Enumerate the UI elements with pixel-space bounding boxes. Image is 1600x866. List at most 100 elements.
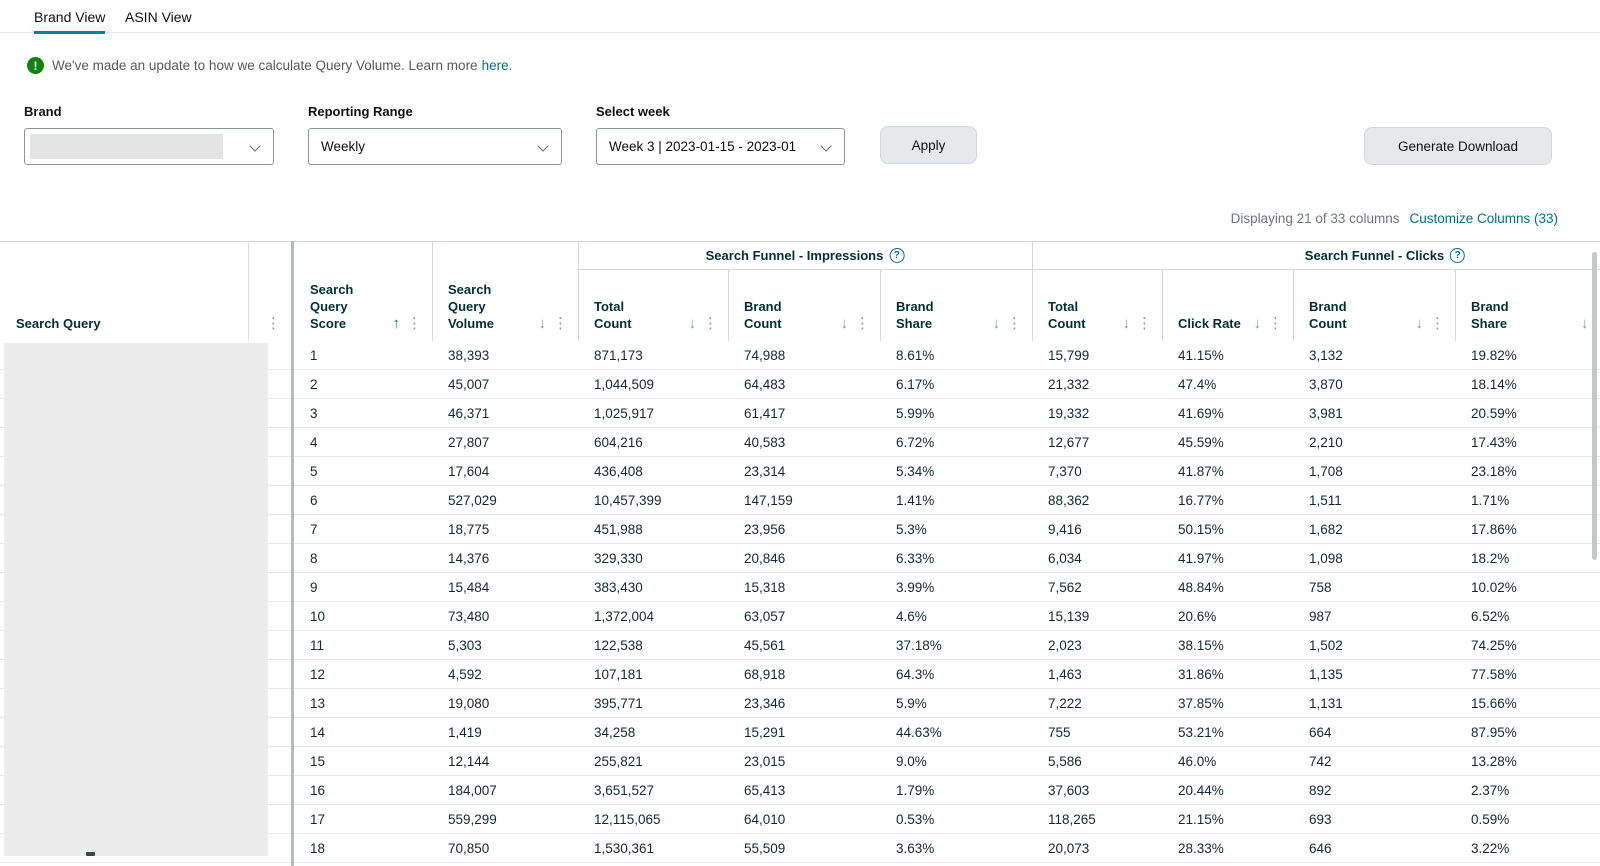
cell-impressions-brand-count: 45,561 [744,637,786,653]
cell-clicks-total-count: 9,416 [1048,521,1082,537]
cell-impressions-brand-count: 23,346 [744,695,786,711]
search-query-table: Search Funnel - Impressions? Search Funne… [0,241,1600,866]
cell-impressions-total-count: 383,430 [594,579,643,595]
cell-clicks-click-rate: 41.97% [1178,550,1224,566]
cell-search-query-volume: 4,592 [448,666,482,682]
cell-clicks-brand-count: 2,210 [1309,434,1343,450]
column-menu-kebab-icon[interactable]: ⋮ [1007,315,1022,332]
sort-descending-icon[interactable]: ↓ [840,315,849,332]
apply-button[interactable]: Apply [880,126,977,164]
sort-descending-icon[interactable]: ↓ [538,315,547,332]
column-header-impressions-brand-count[interactable]: Brand Count ↓ ⋮ [728,269,880,341]
reporting-range-select[interactable]: Weekly [308,128,562,165]
customize-columns-link[interactable]: Customize Columns (33) [1409,211,1558,226]
cell-search-query-score: 9 [310,579,318,595]
success-alert-icon: ! [27,57,44,74]
tab-brand-view[interactable]: Brand View [34,0,106,34]
tab-asin-view-label: ASIN View [125,8,192,25]
tab-brand-view-label: Brand View [34,8,106,25]
learn-more-here-link[interactable]: here. [481,58,513,73]
cell-search-query-volume: 527,029 [448,492,497,508]
cell-impressions-brand-count: 63,057 [744,608,786,624]
column-header-clicks-click-rate[interactable]: Click Rate ↓ ⋮ [1162,269,1293,341]
sort-descending-icon[interactable]: ↓ [1253,315,1262,332]
cell-search-query-volume: 73,480 [448,608,490,624]
cell-clicks-click-rate: 31.86% [1178,666,1224,682]
column-menu-kebab-icon[interactable]: ⋮ [553,315,568,332]
pinned-column-divider[interactable] [291,241,294,866]
header-column-border [1162,269,1163,341]
cell-clicks-total-count: 12,677 [1048,434,1090,450]
cell-impressions-brand-share: 6.72% [896,434,935,450]
column-header-search-query-score[interactable]: Search Query Score ↑ ⋮ [294,241,432,341]
cell-clicks-brand-share: 15.66% [1471,695,1517,711]
cell-impressions-brand-count: 68,918 [744,666,786,682]
sort-descending-icon[interactable]: ↓ [1122,315,1131,332]
column-menu-kebab-icon[interactable]: ⋮ [1268,315,1283,332]
cell-clicks-click-rate: 45.59% [1178,434,1224,450]
cell-clicks-brand-count: 1,502 [1309,637,1343,653]
column-menu-kebab-icon[interactable]: ⋮ [1430,315,1445,332]
cell-search-query-score: 10 [310,608,326,624]
sort-descending-icon[interactable]: ↓ [1581,315,1589,332]
cell-clicks-brand-count: 3,132 [1309,347,1343,363]
tab-asin-view[interactable]: ASIN View [125,0,192,33]
cell-impressions-total-count: 871,173 [594,347,643,363]
cell-clicks-brand-share: 6.52% [1471,608,1510,624]
cell-impressions-total-count: 255,821 [594,753,643,769]
sort-descending-icon[interactable]: ↓ [688,315,697,332]
cell-search-query-volume: 184,007 [448,782,497,798]
cell-search-query-volume: 18,775 [448,521,490,537]
cell-clicks-brand-count: 758 [1309,579,1332,595]
question-circle-icon[interactable]: ? [1450,247,1466,263]
cell-search-query-volume: 12,144 [448,753,490,769]
cell-impressions-brand-share: 64.3% [896,666,935,682]
vertical-scrollbar-thumb[interactable] [1592,252,1597,560]
select-week-select[interactable]: Week 3 | 2023-01-15 - 2023-01 [596,128,845,165]
column-header-clicks-brand-count[interactable]: Brand Count ↓ ⋮ [1293,269,1455,341]
column-header-clicks-brand-share[interactable]: Brand Share↓⋮ [1455,269,1600,341]
cell-impressions-brand-share: 6.17% [896,376,935,392]
column-header-label: Brand Count [1309,298,1347,331]
column-menu-kebab-icon[interactable]: ⋮ [1137,315,1152,332]
cell-search-query-volume: 1,419 [448,724,482,740]
cell-impressions-brand-share: 3.99% [896,579,935,595]
column-menu-kebab-icon[interactable]: ⋮ [266,315,281,332]
cell-search-query-score: 13 [310,695,326,711]
cell-impressions-total-count: 12,115,065 [594,811,661,827]
cell-clicks-brand-share: 3.22% [1471,840,1510,856]
cell-impressions-total-count: 122,538 [594,637,643,653]
generate-download-button[interactable]: Generate Download [1364,127,1552,165]
cell-impressions-brand-count: 64,010 [744,811,786,827]
sort-ascending-icon[interactable]: ↑ [392,315,401,332]
cell-search-query-score: 18 [310,840,326,856]
cell-impressions-brand-share: 5.34% [896,463,935,479]
column-menu-kebab-icon[interactable]: ⋮ [855,315,870,332]
question-circle-icon[interactable]: ? [889,247,905,263]
column-header-impressions-total-count[interactable]: Total Count ↓ ⋮ [578,269,728,341]
column-menu-kebab-icon[interactable]: ⋮ [407,315,422,332]
column-group-label: Search Funnel - Clicks? [1305,241,1466,269]
banner-message: We've made an update to how we calculate… [52,58,478,73]
column-header-search-query-volume[interactable]: Search Query Volume ↓ ⋮ [432,241,578,341]
cell-search-query-score: 16 [310,782,326,798]
cell-impressions-brand-count: 40,583 [744,434,786,450]
cell-clicks-brand-count: 3,981 [1309,405,1343,421]
brand-select[interactable] [24,128,274,165]
column-header-clicks-total-count[interactable]: Total Count ↓ ⋮ [1032,269,1162,341]
cell-impressions-brand-share: 0.53% [896,811,935,827]
column-header-impressions-brand-share[interactable]: Brand Share ↓ ⋮ [880,269,1032,341]
sort-descending-icon[interactable]: ↓ [992,315,1001,332]
cell-clicks-brand-count: 664 [1309,724,1332,740]
cell-impressions-brand-share: 6.33% [896,550,935,566]
cell-impressions-brand-count: 64,483 [744,376,786,392]
cell-clicks-brand-count: 1,131 [1309,695,1343,711]
column-header-label: Search Query Volume [448,281,494,331]
column-header-search-query[interactable]: Search Query ⋮ [0,241,291,341]
cell-search-query-score: 7 [310,521,318,537]
reporting-range-value: Weekly [321,139,366,154]
column-menu-kebab-icon[interactable]: ⋮ [703,315,718,332]
cell-clicks-brand-count: 1,511 [1309,492,1342,508]
cell-impressions-brand-count: 147,159 [744,492,793,508]
sort-descending-icon[interactable]: ↓ [1415,315,1424,332]
